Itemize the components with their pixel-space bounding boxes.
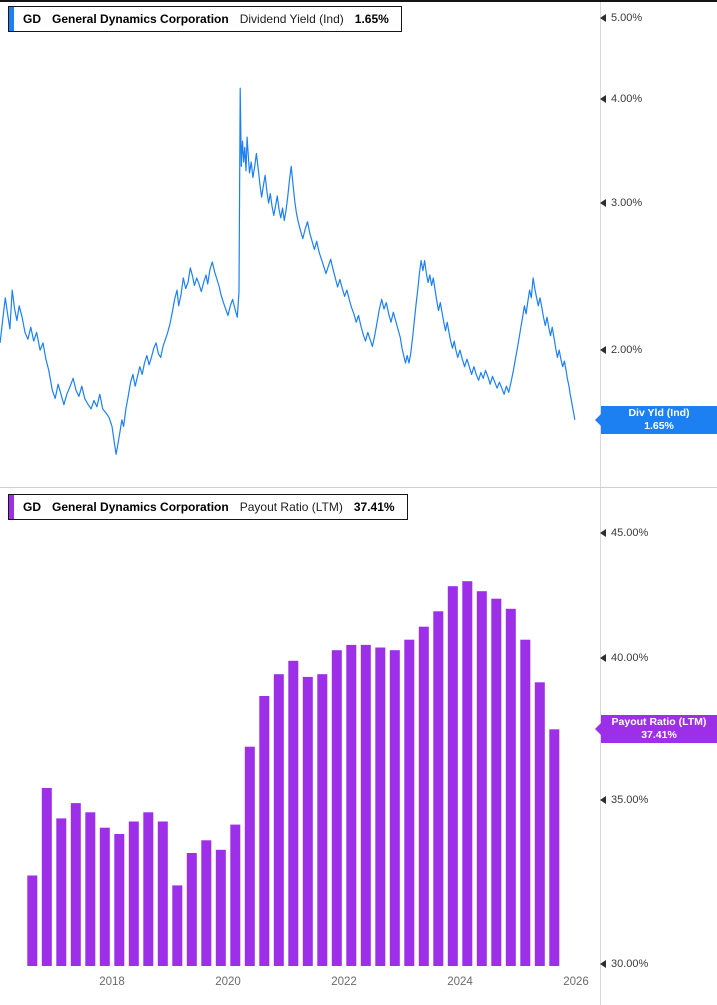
payout-ratio-bar[interactable] xyxy=(128,821,139,967)
payout-ratio-bar[interactable] xyxy=(549,729,560,966)
payout-ratio-bar[interactable] xyxy=(476,591,487,966)
payout-ratio-bar[interactable] xyxy=(172,885,183,966)
dividend-yield-panel: GD General Dynamics Corporation Dividend… xyxy=(0,0,717,487)
payout-ratio-bar[interactable] xyxy=(317,674,328,966)
top-border xyxy=(0,0,717,2)
ticker-symbol: GD xyxy=(23,12,41,26)
dividend-yield-line xyxy=(0,87,576,455)
x-axis-year-label: 2026 xyxy=(563,976,589,988)
payout-ratio-bar[interactable] xyxy=(360,644,371,966)
y-axis-tick: 35.00% xyxy=(600,792,648,808)
tick-arrow-icon xyxy=(600,528,606,537)
payout-ratio-bar[interactable] xyxy=(99,827,110,966)
legend-color-bar xyxy=(9,7,14,31)
tick-arrow-icon xyxy=(600,14,606,23)
payout-ratio-bar[interactable] xyxy=(186,853,197,966)
dividend-yield-chart[interactable] xyxy=(0,0,600,487)
y-axis-tick: 5.00% xyxy=(600,10,642,26)
y-axis-tick-label: 45.00% xyxy=(611,526,649,539)
payout-ratio-bar[interactable] xyxy=(491,598,502,966)
badge-value: 1.65% xyxy=(644,419,674,432)
y-axis-tick-label: 35.00% xyxy=(611,794,649,807)
y-axis-tick: 45.00% xyxy=(600,525,648,541)
payout-ratio-bar[interactable] xyxy=(520,639,531,966)
payout-ratio-bar[interactable] xyxy=(433,611,444,966)
metric-name: Dividend Yield (Ind) xyxy=(239,12,344,26)
payout-ratio-bar[interactable] xyxy=(244,746,255,966)
y-axis-tick-label: 3.00% xyxy=(611,197,643,210)
metric-value: 37.41% xyxy=(353,500,395,514)
badge-label: Div Yld (Ind) xyxy=(628,406,690,419)
tick-arrow-icon xyxy=(600,654,606,663)
payout-ratio-bar[interactable] xyxy=(288,660,299,966)
payout-ratio-bar[interactable] xyxy=(447,586,458,966)
payout-ratio-bar[interactable] xyxy=(230,824,241,966)
payout-ratio-bar[interactable] xyxy=(114,834,125,966)
payout-ratio-last-value-badge: Payout Ratio (LTM) 37.41% xyxy=(595,715,717,744)
y-axis-tick: 4.00% xyxy=(600,91,642,107)
payout-ratio-bar[interactable] xyxy=(404,639,415,966)
y-axis-line xyxy=(600,0,601,1005)
payout-ratio-bar[interactable] xyxy=(56,818,67,966)
payout-ratio-bar[interactable] xyxy=(27,875,38,967)
payout-ratio-bar[interactable] xyxy=(201,840,212,966)
tick-arrow-icon xyxy=(600,796,606,805)
payout-ratio-bar[interactable] xyxy=(85,812,96,966)
y-axis-tick: 40.00% xyxy=(600,650,648,666)
payout-ratio-bar[interactable] xyxy=(375,647,386,967)
payout-ratio-bar[interactable] xyxy=(302,676,313,966)
x-axis-year-label: 2018 xyxy=(99,976,125,988)
payout-ratio-bar[interactable] xyxy=(331,650,342,966)
badge-arrow-icon xyxy=(595,413,601,426)
y-axis-tick-label: 2.00% xyxy=(611,344,643,357)
x-axis-year-label: 2024 xyxy=(447,976,473,988)
x-axis-year-label: 2020 xyxy=(215,976,241,988)
tick-arrow-icon xyxy=(600,959,606,968)
payout-ratio-bar[interactable] xyxy=(418,626,429,966)
payout-ratio-bar[interactable] xyxy=(157,821,168,967)
y-axis-tick: 2.00% xyxy=(600,342,642,358)
tick-arrow-icon xyxy=(600,199,606,208)
y-axis-tick-label: 4.00% xyxy=(611,92,643,105)
company-name: General Dynamics Corporation xyxy=(52,500,229,514)
div-yield-last-value-badge: Div Yld (Ind) 1.65% xyxy=(595,405,717,434)
badge-value: 37.41% xyxy=(641,729,677,742)
payout-ratio-bar[interactable] xyxy=(143,812,154,966)
panel-divider xyxy=(0,487,717,488)
payout-ratio-bar[interactable] xyxy=(215,849,226,966)
y-axis-tick-label: 40.00% xyxy=(611,652,649,665)
payout-ratio-bar[interactable] xyxy=(389,650,400,966)
metric-value: 1.65% xyxy=(354,12,389,26)
payout-ratio-legend[interactable]: GD General Dynamics Corporation Payout R… xyxy=(8,494,408,520)
payout-ratio-bar[interactable] xyxy=(70,803,81,966)
payout-ratio-panel: GD General Dynamics Corporation Payout R… xyxy=(0,487,717,1005)
badge-arrow-icon xyxy=(595,723,601,736)
y-axis-tick: 30.00% xyxy=(600,956,648,972)
metric-name: Payout Ratio (LTM) xyxy=(239,500,343,514)
payout-ratio-chart[interactable] xyxy=(0,487,600,1005)
y-axis-tick-label: 30.00% xyxy=(611,957,649,970)
payout-ratio-bar[interactable] xyxy=(534,682,545,966)
payout-ratio-bar[interactable] xyxy=(41,788,52,966)
tick-arrow-icon xyxy=(600,346,606,355)
payout-ratio-bar[interactable] xyxy=(259,696,270,966)
badge-label: Payout Ratio (LTM) xyxy=(611,716,707,729)
dividend-yield-legend[interactable]: GD General Dynamics Corporation Dividend… xyxy=(8,6,402,32)
company-name: General Dynamics Corporation xyxy=(52,12,229,26)
y-axis-tick-label: 5.00% xyxy=(611,12,643,25)
ticker-symbol: GD xyxy=(23,500,41,514)
x-axis-year-label: 2022 xyxy=(331,976,357,988)
payout-ratio-bar[interactable] xyxy=(505,608,516,966)
payout-ratio-bar[interactable] xyxy=(273,674,284,966)
legend-color-bar xyxy=(9,495,14,519)
tick-arrow-icon xyxy=(600,94,606,103)
payout-ratio-bar[interactable] xyxy=(462,581,473,966)
payout-ratio-bar[interactable] xyxy=(346,644,357,966)
y-axis-tick: 3.00% xyxy=(600,195,642,211)
